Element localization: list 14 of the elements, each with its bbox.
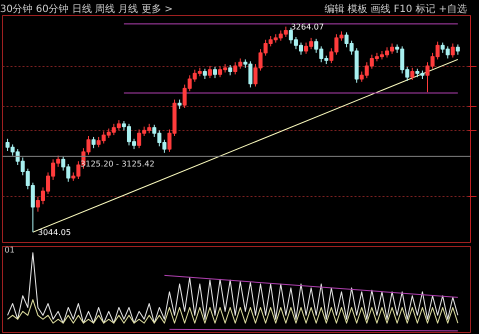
text: 30分钟 60分钟 日线 周线 月线 更多 > [0,2,173,16]
candlestick [178,99,182,110]
candlestick [456,44,460,56]
annotation: 3044.05 [38,228,71,238]
candlestick [202,68,207,80]
candlestick [212,66,218,79]
candlestick [410,67,414,80]
candlestick [228,64,232,76]
text: 编辑 模板 画线 F10 标记 +自选 [324,2,467,16]
candlestick [450,43,455,58]
candlestick [92,136,96,149]
candlestick [208,65,212,79]
annotation: 01 [4,246,15,254]
annotation: 3264.07 [290,22,324,32]
